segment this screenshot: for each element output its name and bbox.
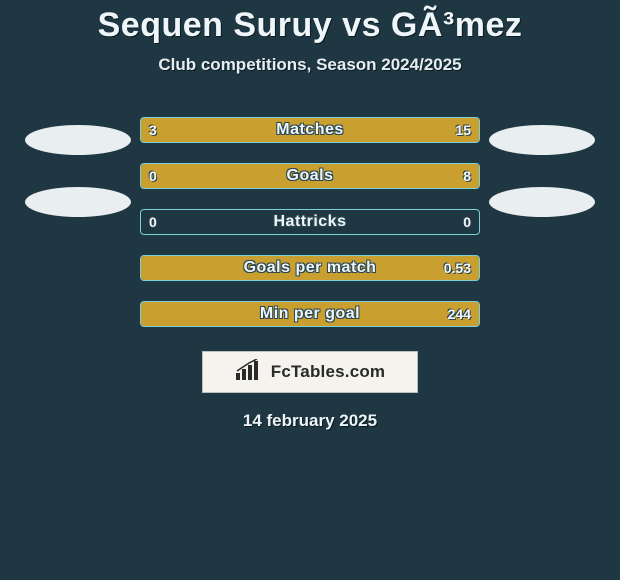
right-player-col: [480, 117, 604, 217]
chart-icon: [235, 359, 265, 386]
stats-area: 3 Matches 15 0 Goals 8 0 Hattricks 0 Goa…: [0, 117, 620, 327]
stat-bars: 3 Matches 15 0 Goals 8 0 Hattricks 0 Goa…: [140, 117, 480, 327]
stat-label: Hattricks: [141, 210, 479, 234]
player-ellipse: [25, 187, 131, 217]
stat-label: Matches: [141, 118, 479, 142]
stat-bar: Min per goal 244: [140, 301, 480, 327]
stat-bar: Goals per match 0.53: [140, 255, 480, 281]
stat-value-right: 8: [463, 164, 471, 188]
stat-label: Min per goal: [141, 302, 479, 326]
subtitle: Club competitions, Season 2024/2025: [0, 55, 620, 75]
stat-value-right: 0: [463, 210, 471, 234]
stat-bar: 0 Hattricks 0: [140, 209, 480, 235]
date-text: 14 february 2025: [0, 411, 620, 431]
stat-label: Goals per match: [141, 256, 479, 280]
player-ellipse: [25, 125, 131, 155]
stat-label: Goals: [141, 164, 479, 188]
stat-value-right: 15: [455, 118, 471, 142]
brand-text: FcTables.com: [271, 362, 386, 382]
left-player-col: [16, 117, 140, 217]
brand-box: FcTables.com: [202, 351, 418, 393]
stat-bar: 3 Matches 15: [140, 117, 480, 143]
page-title: Sequen Suruy vs GÃ³mez: [0, 0, 620, 45]
stat-bar: 0 Goals 8: [140, 163, 480, 189]
player-ellipse: [489, 125, 595, 155]
stat-value-right: 244: [448, 302, 471, 326]
player-ellipse: [489, 187, 595, 217]
stat-value-right: 0.53: [444, 256, 471, 280]
